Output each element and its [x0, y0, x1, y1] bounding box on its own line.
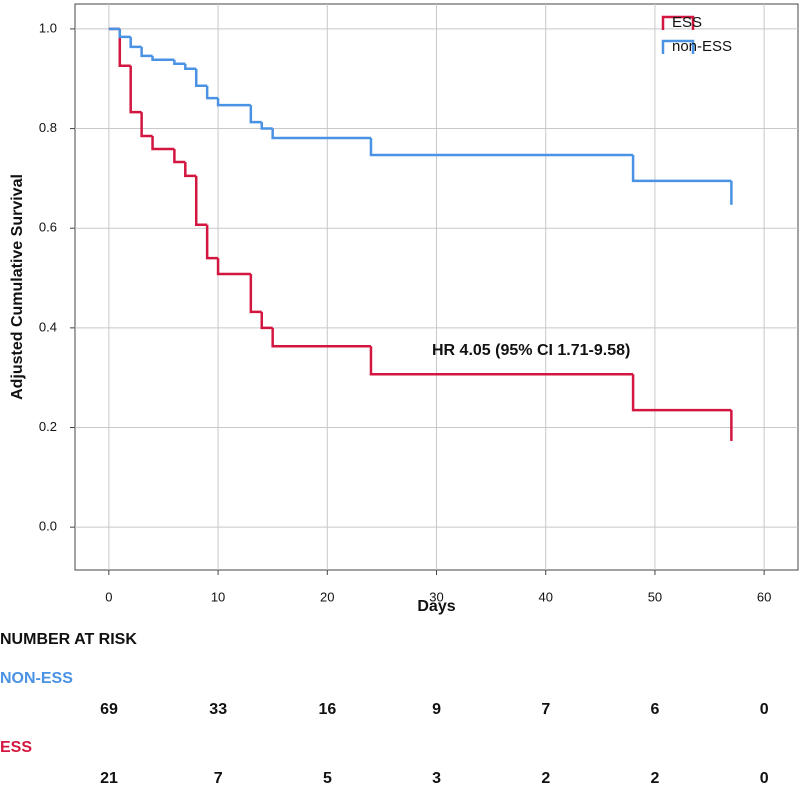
- x-tick-label: 40: [538, 589, 552, 604]
- y-tick-label: 0.0: [39, 519, 57, 534]
- x-tick-label: 50: [648, 589, 662, 604]
- step-segment: [369, 138, 634, 157]
- risk-count: 0: [760, 701, 769, 718]
- x-tick-label: 0: [105, 589, 112, 604]
- step-segment: [151, 136, 175, 151]
- risk-count: 2: [651, 770, 660, 787]
- x-tick-label: 10: [211, 589, 225, 604]
- risk-count: 5: [323, 770, 332, 787]
- x-tick-label: 30: [429, 589, 443, 604]
- risk-count: 21: [100, 770, 118, 787]
- step-segment: [194, 68, 208, 87]
- y-tick-label: 0.8: [39, 120, 57, 135]
- y-tick-label: 1.0: [39, 20, 57, 35]
- step-segment: [369, 346, 634, 376]
- x-tick-label: 60: [757, 589, 771, 604]
- legend-swatch: [661, 15, 695, 30]
- risk-count: 7: [214, 770, 223, 787]
- step-segment: [260, 311, 273, 330]
- risk-count: 0: [760, 770, 769, 787]
- risk-count: 9: [432, 701, 441, 718]
- step-segment: [216, 258, 251, 276]
- risk-title: NUMBER AT RISK: [0, 631, 137, 648]
- step-segment: [631, 374, 732, 412]
- risk-count: 16: [319, 701, 337, 718]
- step-segment: [631, 154, 732, 183]
- annotation: HR 4.05 (95% CI 1.71-9.58): [432, 342, 630, 359]
- step-segment: [129, 65, 142, 114]
- step-segment: [194, 175, 208, 226]
- risk-count: 3: [432, 770, 441, 787]
- risk-count: 33: [209, 701, 227, 718]
- risk-row-name: NON-ESS: [0, 670, 73, 687]
- x-tick-label: 20: [320, 589, 334, 604]
- step-segment: [271, 327, 371, 348]
- step-segment: [184, 161, 197, 178]
- x-axis-label: Days: [417, 598, 455, 615]
- step-segment: [184, 63, 197, 71]
- risk-row-name: ESS: [0, 739, 32, 756]
- step-segment: [249, 105, 262, 124]
- y-tick-label: 0.4: [39, 319, 57, 334]
- step-segment: [118, 28, 131, 68]
- step-segment: [151, 55, 175, 62]
- step-segment: [129, 36, 142, 49]
- step-segment: [205, 224, 219, 260]
- step-segment: [173, 59, 186, 66]
- y-axis-label: Adjusted Cumulative Survival: [9, 174, 26, 400]
- legend-label: non-ESS: [672, 38, 732, 55]
- risk-count: 7: [541, 701, 550, 718]
- legend-swatch: [661, 39, 695, 54]
- step-segment: [118, 28, 131, 39]
- step-segment: [140, 46, 153, 58]
- step-segment: [205, 85, 219, 100]
- step-segment: [249, 274, 262, 314]
- step-segment: [216, 98, 251, 107]
- step-segment: [271, 128, 371, 140]
- step-segment: [173, 148, 186, 164]
- step-segment: [140, 112, 153, 138]
- risk-count: 69: [100, 701, 118, 718]
- legend-label: ESS: [672, 14, 702, 31]
- step-segment: [260, 122, 273, 130]
- risk-count: 6: [651, 701, 660, 718]
- risk-count: 2: [541, 770, 550, 787]
- y-tick-label: 0.6: [39, 220, 57, 235]
- y-tick-label: 0.2: [39, 419, 57, 434]
